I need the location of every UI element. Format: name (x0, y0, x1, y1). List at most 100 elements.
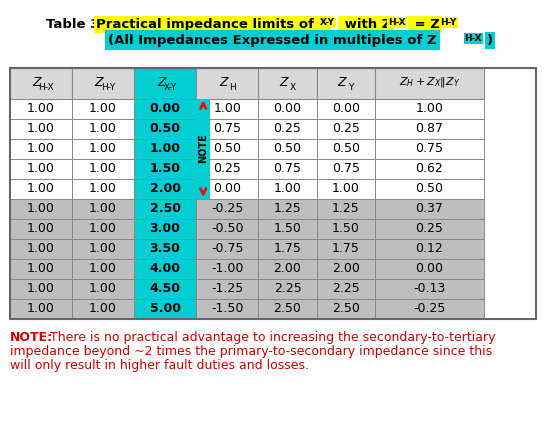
Bar (317, 68, 375, 99)
Bar (134, 299, 196, 319)
Bar (196, 239, 258, 259)
Text: -1.50: -1.50 (211, 302, 244, 315)
Text: 1.75: 1.75 (274, 242, 301, 255)
Text: -1.25: -1.25 (211, 283, 244, 295)
Bar (10, 279, 72, 299)
Bar (10, 138, 72, 159)
Text: with Z: with Z (340, 18, 392, 31)
Bar (258, 99, 317, 119)
Text: $Z$: $Z$ (32, 76, 44, 89)
Text: 1.75: 1.75 (332, 242, 360, 255)
Text: 1.50: 1.50 (150, 162, 180, 175)
Text: 1.00: 1.00 (89, 262, 117, 276)
Text: 4.50: 4.50 (150, 283, 180, 295)
Bar (72, 259, 134, 279)
Text: NOTE:: NOTE: (10, 331, 53, 344)
Text: $Z$: $Z$ (219, 76, 230, 89)
Text: impedance beyond ~2 times the primary-to-secondary impedance since this: impedance beyond ~2 times the primary-to… (10, 345, 492, 358)
Bar (317, 179, 375, 199)
Text: ): ) (487, 34, 493, 47)
Bar (134, 239, 196, 259)
Bar (317, 119, 375, 138)
Bar (10, 119, 72, 138)
Bar (375, 99, 483, 119)
Bar (317, 299, 375, 319)
Bar (196, 119, 258, 138)
Bar (196, 159, 258, 179)
Text: 0.87: 0.87 (415, 122, 444, 135)
Text: 1.00: 1.00 (89, 102, 117, 115)
Bar (317, 99, 375, 119)
Text: NOTE: NOTE (198, 134, 208, 163)
Bar (258, 219, 317, 239)
Text: -0.13: -0.13 (413, 283, 445, 295)
Text: $Z$: $Z$ (279, 76, 290, 89)
Text: $Z$: $Z$ (337, 76, 348, 89)
Text: 0.25: 0.25 (274, 122, 301, 135)
Text: 1.00: 1.00 (27, 283, 55, 295)
Bar (134, 159, 196, 179)
Text: X-Y: X-Y (320, 18, 335, 27)
Text: 1.00: 1.00 (27, 202, 55, 215)
Bar (10, 199, 72, 219)
Bar (258, 299, 317, 319)
Bar (375, 239, 483, 259)
Text: H-X: H-X (464, 34, 482, 43)
Bar (258, 138, 317, 159)
Bar (317, 259, 375, 279)
Bar (72, 239, 134, 259)
Text: 1.00: 1.00 (27, 142, 55, 155)
Text: H: H (229, 83, 235, 92)
Bar (72, 138, 134, 159)
Text: -0.50: -0.50 (211, 222, 244, 235)
Text: 0.00: 0.00 (150, 102, 180, 115)
Bar (196, 279, 258, 299)
Bar (258, 159, 317, 179)
Bar (134, 99, 196, 119)
Text: 0.50: 0.50 (213, 142, 241, 155)
Text: -0.25: -0.25 (413, 302, 446, 315)
Bar (10, 99, 72, 119)
Text: 0.00: 0.00 (274, 102, 301, 115)
Bar (317, 279, 375, 299)
Bar (134, 199, 196, 219)
Text: 1.00: 1.00 (27, 242, 55, 255)
Text: 0.50: 0.50 (150, 122, 180, 135)
Text: $Z$: $Z$ (156, 76, 168, 89)
Text: 0.62: 0.62 (415, 162, 443, 175)
Bar (196, 68, 258, 99)
Bar (134, 179, 196, 199)
Text: 1.00: 1.00 (332, 182, 360, 195)
Text: 0.12: 0.12 (415, 242, 443, 255)
Bar (375, 179, 483, 199)
Text: 1.00: 1.00 (89, 202, 117, 215)
Bar (134, 219, 196, 239)
Bar (258, 279, 317, 299)
Text: $Z_H + Z_X \Vert Z_Y$: $Z_H + Z_X \Vert Z_Y$ (399, 75, 460, 89)
Text: 1.00: 1.00 (89, 222, 117, 235)
Text: H-X: H-X (389, 18, 406, 27)
Text: -0.25: -0.25 (211, 202, 244, 215)
Text: = Z: = Z (410, 18, 440, 31)
Text: 0.00: 0.00 (332, 102, 360, 115)
Bar (258, 68, 317, 99)
Bar (258, 199, 317, 219)
Text: 0.75: 0.75 (332, 162, 360, 175)
Text: 1.50: 1.50 (332, 222, 360, 235)
Text: 1.00: 1.00 (150, 142, 180, 155)
Text: 1.00: 1.00 (27, 262, 55, 276)
Text: 0.50: 0.50 (274, 142, 301, 155)
Text: 1.00: 1.00 (89, 242, 117, 255)
Text: 1.50: 1.50 (274, 222, 301, 235)
Bar (10, 159, 72, 179)
Bar (10, 259, 72, 279)
Text: 0.50: 0.50 (415, 182, 444, 195)
Text: 0.75: 0.75 (213, 122, 241, 135)
Text: 1.00: 1.00 (27, 122, 55, 135)
Bar (258, 119, 317, 138)
Bar (375, 159, 483, 179)
Text: 2.50: 2.50 (274, 302, 301, 315)
Text: There is no practical advantage to increasing the secondary-to-tertiary: There is no practical advantage to incre… (50, 331, 495, 344)
Bar (72, 219, 134, 239)
Bar (375, 259, 483, 279)
